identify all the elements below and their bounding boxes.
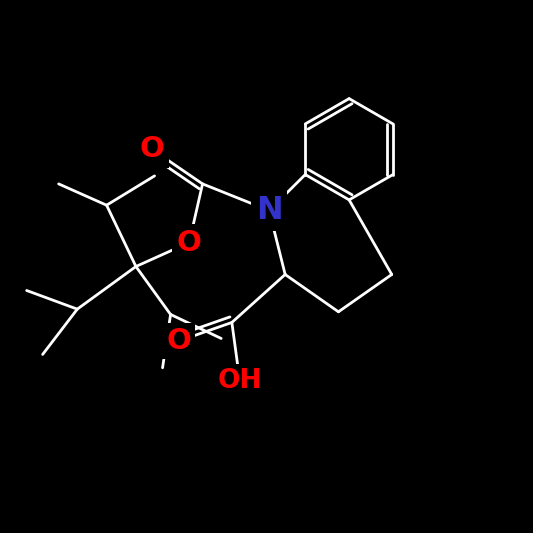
Text: O: O — [140, 135, 164, 163]
Text: O: O — [177, 229, 201, 256]
Text: O: O — [166, 327, 191, 355]
Text: OH: OH — [217, 368, 262, 394]
Text: N: N — [256, 195, 282, 226]
